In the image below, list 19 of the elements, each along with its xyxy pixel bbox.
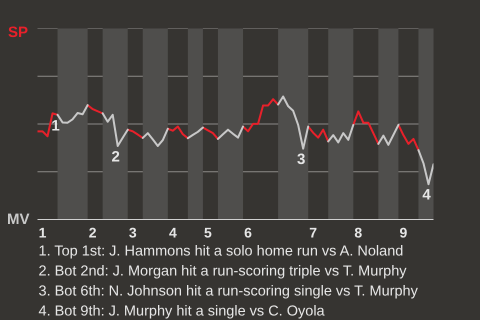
annotation: 3	[297, 151, 306, 168]
annotation: 4	[422, 186, 432, 204]
x-tick-label: 2	[88, 224, 97, 240]
text: 2. Bot 2nd: J. Morgan hit a run-scoring triple vs T. Murphy	[38, 264, 408, 280]
text: 4. Bot 9th: J. Murphy hit a single vs C. Oyola	[38, 304, 326, 320]
annotation: 2	[112, 148, 120, 166]
x-tick-label: 9	[400, 224, 408, 240]
x-tick-label: 6	[244, 224, 252, 240]
x-tick-label: 3	[128, 224, 137, 240]
text: 1. Top 1st: J. Hammons hit a solo home run vs A. Noland	[38, 244, 404, 260]
x-tick-label: 1	[38, 224, 47, 240]
text: MV	[7, 210, 30, 230]
text: SP	[8, 23, 28, 43]
x-tick-label: 5	[204, 224, 212, 240]
x-tick-label: 8	[354, 224, 362, 240]
annotation: 1	[51, 117, 60, 134]
x-tick-label: 4	[168, 224, 177, 240]
x-tick-label: 7	[309, 224, 318, 240]
text: 3. Bot 6th: N. Johnson hit a run-scoring single vs T. Murphy	[38, 284, 419, 300]
